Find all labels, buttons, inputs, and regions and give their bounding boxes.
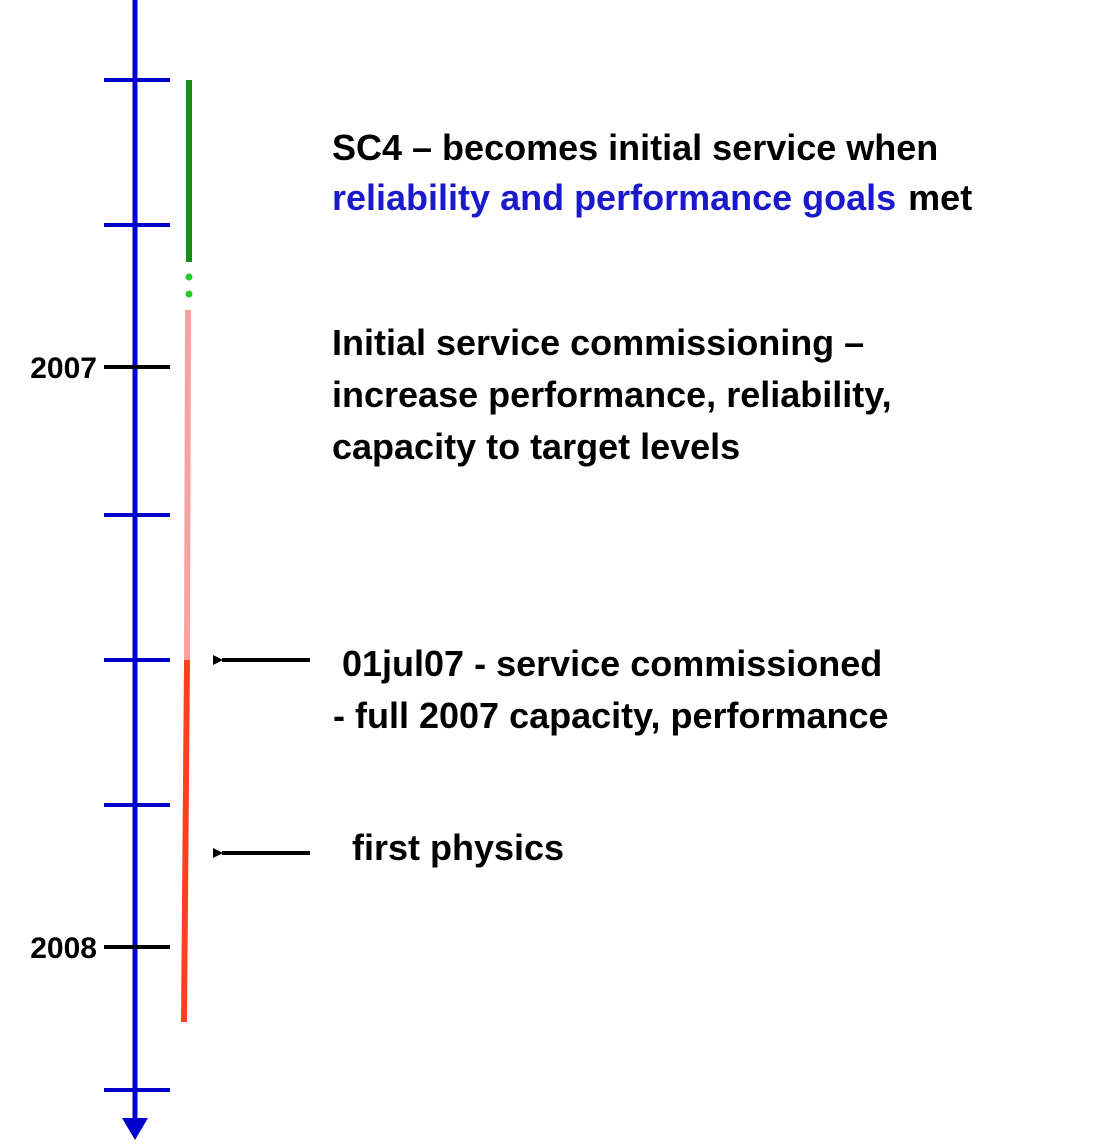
- sc4-text: reliability and performance goals met: [332, 177, 972, 218]
- milestone-text: - full 2007 capacity, performance: [333, 695, 889, 736]
- commissioning-bar: [184, 309, 191, 661]
- milestone-text: 01jul07 - service commissioned: [342, 643, 882, 684]
- sc4-dot: [185, 273, 193, 281]
- sc4-highlight: reliability and performance goals: [332, 177, 896, 218]
- axis-ticks: [104, 78, 170, 1092]
- commissioning-text: capacity to target levels: [332, 426, 740, 467]
- axis-arrowhead: [122, 1118, 148, 1140]
- commissioning-text: increase performance, reliability,: [332, 374, 892, 415]
- sc4-text: SC4 – becomes initial service when: [332, 127, 938, 168]
- commissioning-text: Initial service commissioning –: [332, 322, 864, 363]
- year-label: 2007: [30, 352, 97, 385]
- year-label: 2008: [30, 932, 97, 965]
- sc4-dot: [185, 290, 193, 298]
- sc4-rest: met: [908, 177, 972, 218]
- milestone-text: first physics: [352, 827, 564, 868]
- service-bar: [181, 659, 190, 1023]
